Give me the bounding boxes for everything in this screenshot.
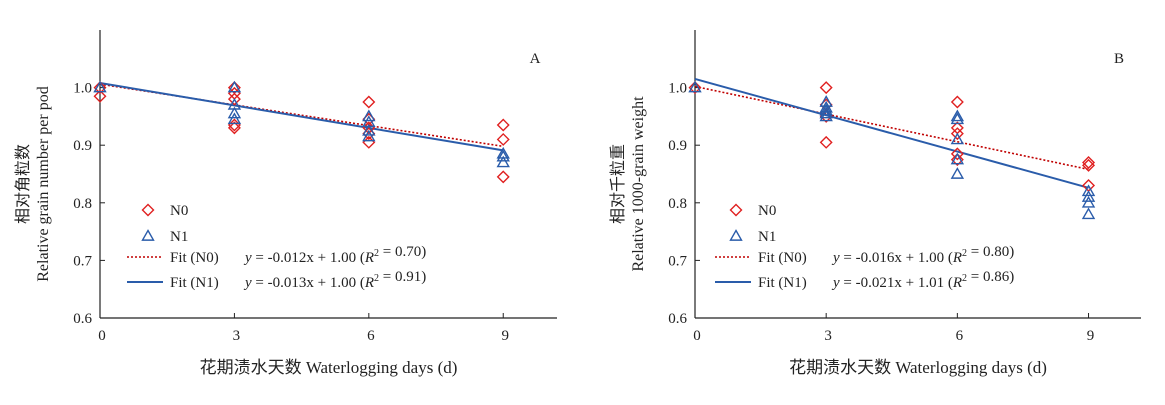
data-point-n0 — [496, 132, 510, 146]
y-axis-title-en: Relative grain number per pod — [35, 86, 52, 282]
legend-label-n1: N1 — [758, 229, 776, 245]
data-point-n0 — [950, 147, 964, 161]
x-tick-label: 6 — [367, 328, 375, 344]
x-tick-label: 6 — [956, 328, 964, 344]
data-point-n1 — [950, 152, 965, 165]
legend-fit-name: Fit (N1) — [758, 275, 807, 291]
legend-fit-name: Fit (N0) — [170, 250, 219, 266]
x-tick-label: 3 — [824, 328, 832, 344]
data-point-n1 — [227, 80, 242, 93]
y-tick-label: 0.8 — [668, 196, 687, 212]
legend-fit-name: Fit (N1) — [170, 275, 219, 291]
data-point-n0 — [1082, 155, 1096, 169]
y-axis-title-cn: 相对千粒重 — [609, 144, 627, 224]
y-tick-label: 1.0 — [73, 81, 92, 97]
y-tick-label: 0.9 — [73, 138, 92, 154]
data-point-n0 — [227, 92, 241, 106]
data-point-n1 — [819, 103, 833, 116]
x-tick-label: 9 — [501, 328, 509, 344]
data-point-n1 — [362, 109, 376, 122]
data-point-n0 — [950, 95, 964, 109]
legend-label-n0: N0 — [758, 203, 776, 219]
data-point-n1 — [950, 112, 965, 125]
y-tick-label: 0.6 — [668, 311, 687, 327]
data-point-n0 — [1082, 158, 1096, 172]
data-point-n1 — [362, 123, 376, 136]
legend-fit-equation: y = -0.021x + 1.01 (R2 = 0.86) — [831, 269, 1014, 291]
data-point-n0 — [362, 95, 376, 109]
data-point-n0 — [496, 118, 510, 132]
data-point-n0 — [93, 89, 107, 103]
legend-marker-n1 — [729, 229, 743, 241]
data-point-n1 — [1081, 190, 1096, 202]
y-tick-label: 1.0 — [668, 81, 687, 97]
legend-fit-equation: y = -0.012x + 1.00 (R2 = 0.70) — [243, 244, 426, 266]
y-tick-label: 0.7 — [668, 253, 687, 269]
legend-label-n1: N1 — [170, 229, 188, 245]
data-point-n0 — [819, 81, 833, 95]
data-point-n0 — [950, 153, 964, 167]
data-point-n1 — [950, 167, 965, 179]
data-point-n0 — [950, 127, 964, 141]
panel-label: A — [530, 51, 541, 67]
legend-marker-n0 — [141, 203, 155, 217]
y-tick-label: 0.7 — [73, 253, 92, 269]
legend-fit-equation: y = -0.016x + 1.00 (R2 = 0.80) — [831, 244, 1014, 266]
x-tick-label: 9 — [1087, 328, 1095, 344]
x-tick-label: 0 — [98, 328, 106, 344]
fit-line-fit-n1 — [99, 82, 504, 152]
legend-label-n0: N0 — [170, 203, 188, 219]
y-tick-label: 0.9 — [668, 138, 687, 154]
fit-line-fit-n0 — [694, 85, 1089, 171]
panel-label: B — [1114, 51, 1124, 67]
data-point-n1 — [819, 106, 833, 119]
legend-fit-equation: y = -0.013x + 1.00 (R2 = 0.91) — [243, 269, 426, 291]
fit-line-fit-n1 — [694, 77, 1089, 189]
data-point-n0 — [496, 170, 510, 184]
data-point-n1 — [819, 109, 833, 122]
legend: N0 N1 Fit (N0) y = -0.012x + 1.00 (R2 = 0.7… — [127, 203, 426, 291]
x-axis-title: 花期渍水天数 Waterlogging days (d) — [789, 358, 1047, 377]
x-axis-title: 花期渍水天数 Waterlogging days (d) — [200, 358, 458, 377]
data-point-n1 — [688, 80, 702, 93]
chart-panel-b: 0.6 0.7 0.8 0.9 1.0 0 3 6 9 B 花期渍水天数 Waterlogging … — [609, 30, 1141, 377]
chart-panel-a: 0.6 0.7 0.8 0.9 1.0 0 3 6 9 A 花期渍水天数 Waterlogging … — [14, 30, 557, 377]
legend: N0 N1 Fit (N0) y = -0.016x + 1.00 (R2 = 0.8… — [715, 203, 1014, 291]
data-point-n0 — [688, 81, 702, 95]
data-point-n1 — [1081, 184, 1096, 197]
data-point-n1 — [950, 132, 965, 145]
data-point-n1 — [362, 129, 376, 142]
data-point-n1 — [496, 155, 510, 168]
data-point-n0 — [227, 121, 241, 135]
data-point-n1 — [950, 109, 965, 122]
data-point-n1 — [496, 149, 510, 162]
y-tick-label: 0.8 — [73, 196, 92, 212]
legend-marker-n1 — [141, 229, 155, 241]
data-point-n1 — [93, 80, 107, 93]
data-point-n1 — [227, 106, 242, 119]
data-point-n0 — [819, 135, 833, 149]
x-tick-label: 3 — [233, 328, 241, 344]
legend-fit-name: Fit (N0) — [758, 250, 807, 266]
legend-marker-n0 — [729, 203, 743, 217]
data-point-n1 — [1081, 195, 1096, 208]
y-axis-title-en: Relative 1000-grain weight — [630, 96, 647, 272]
data-point-n0 — [93, 81, 107, 95]
y-tick-label: 0.6 — [73, 311, 92, 327]
y-axis-title-cn: 相对角粒数 — [14, 144, 32, 224]
data-point-n1 — [1081, 207, 1096, 220]
x-tick-label: 0 — [693, 328, 701, 344]
data-point-n1 — [227, 112, 242, 125]
